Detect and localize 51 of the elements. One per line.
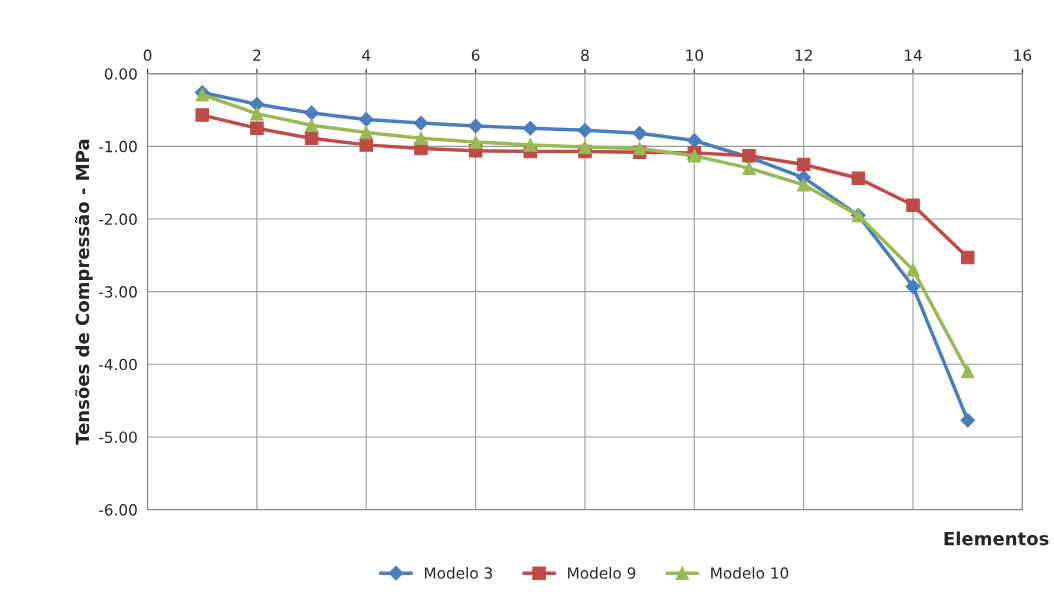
point <box>304 105 319 121</box>
point <box>578 140 592 154</box>
point <box>523 138 538 152</box>
point <box>250 121 264 135</box>
x-tick-label: 6 <box>471 49 480 61</box>
point <box>359 125 374 140</box>
point <box>304 131 319 146</box>
y-tick-label: -4.00 <box>99 358 137 371</box>
point <box>522 120 538 136</box>
legend-label: Modelo 9 <box>568 566 636 579</box>
x-tick-label: 10 <box>686 49 704 61</box>
y-axis-title: Tensões de Compressão - MPa <box>74 139 93 445</box>
point <box>686 133 702 148</box>
x-tick-label: 4 <box>362 49 371 61</box>
point <box>796 157 811 172</box>
point <box>960 250 975 265</box>
point <box>742 161 756 175</box>
point <box>195 108 210 122</box>
point <box>906 198 920 212</box>
x-tick-label: 8 <box>581 49 589 61</box>
point <box>796 178 811 192</box>
point <box>468 118 484 134</box>
point <box>304 118 319 133</box>
y-tick-label: 0.00 <box>104 68 137 80</box>
y-tick-label: -3.00 <box>99 286 137 298</box>
legend-label: Modelo 3 <box>424 566 493 579</box>
point <box>414 131 428 146</box>
x-axis-title: Elementos <box>944 531 1049 546</box>
x-tick-label: 14 <box>904 49 922 61</box>
point <box>250 106 264 121</box>
x-tick-label: 0 <box>143 49 152 61</box>
point <box>851 171 866 186</box>
x-tick-label: 16 <box>1014 49 1032 61</box>
y-tick-label: -1.00 <box>99 140 137 153</box>
y-tick-label: -2.00 <box>99 213 137 226</box>
legend-label: Modelo 10 <box>711 566 789 579</box>
point <box>960 364 975 379</box>
point <box>468 135 483 149</box>
point <box>359 138 374 152</box>
y-tick-label: -6.00 <box>99 504 137 516</box>
point <box>632 141 647 156</box>
point <box>905 279 921 294</box>
point <box>960 412 976 428</box>
point <box>906 263 920 277</box>
point <box>632 125 648 141</box>
point <box>413 115 429 131</box>
y-tick-label: -5.00 <box>99 431 137 443</box>
point <box>358 112 374 127</box>
x-tick-label: 12 <box>795 49 812 61</box>
point <box>577 122 593 138</box>
x-tick-label: 2 <box>253 49 261 61</box>
